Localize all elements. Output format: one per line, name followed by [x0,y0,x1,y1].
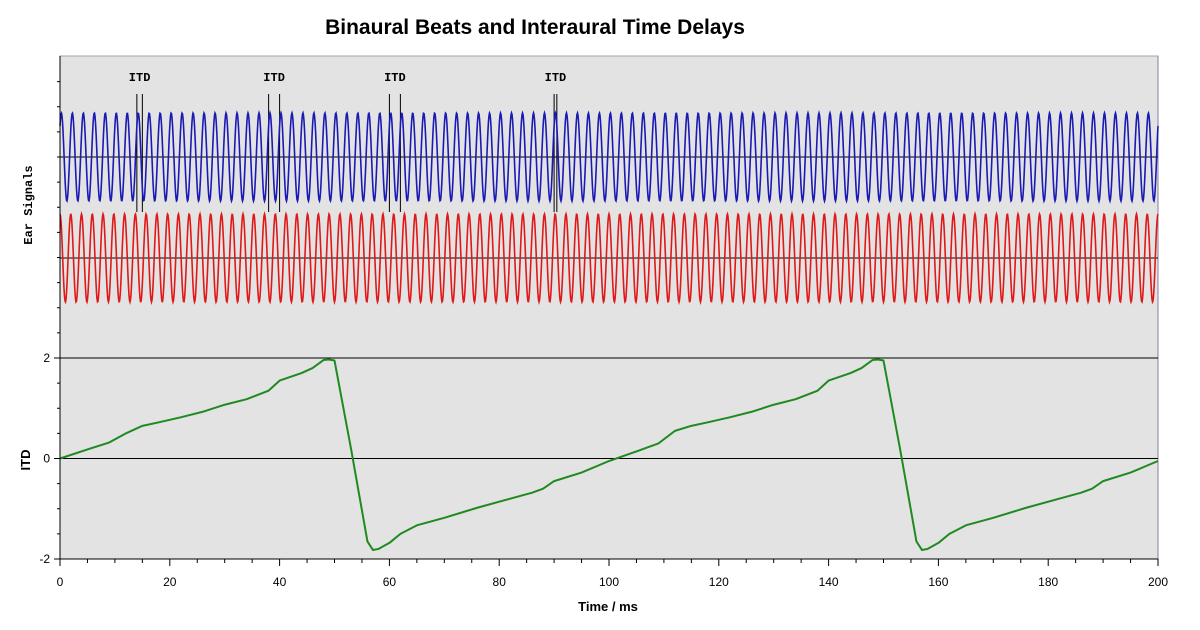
x-tick-label: 160 [928,575,948,589]
x-tick-label: 80 [493,575,507,589]
ear-signals-panel: ITD ITD ITD ITD [59,71,1159,306]
x-tick-label: 180 [1038,575,1058,589]
y-tick-label: 2 [43,351,50,365]
ear-signal-red-line [59,210,1159,306]
ear-signal-blue-line [59,110,1159,204]
x-axis-label: Time / ms [578,599,638,614]
itd-annotation-label: ITD [384,71,406,85]
x-tick-label: 0 [57,575,64,589]
itd-annotation: ITD [263,71,285,212]
itd-annotation: ITD [545,71,567,212]
itd-annotation: ITD [384,71,406,212]
x-tick-label: 20 [163,575,177,589]
itd-panel [59,357,1159,551]
y-tick-label: -2 [39,552,50,566]
x-tick-label: 60 [383,575,397,589]
itd-annotation-label: ITD [545,71,567,85]
axes: 0 20 40 60 80 100 120 140 160 180 200 -2 0 2 [39,56,1168,589]
x-tick-label: 100 [599,575,619,589]
x-tick-label: 120 [709,575,729,589]
itd-ylabel: ITD [18,450,33,471]
y-tick-label: 0 [43,452,50,466]
itd-line [59,358,1159,551]
chart-title: Binaural Beats and Interaural Time Delay… [325,16,745,39]
x-tick-label: 140 [819,575,839,589]
ear-signals-ylabel: Ear Signals [22,165,36,244]
x-tick-label: 200 [1148,575,1168,589]
itd-annotation-label: ITD [129,71,151,85]
x-tick-label: 40 [273,575,287,589]
itd-annotation-label: ITD [263,71,285,85]
